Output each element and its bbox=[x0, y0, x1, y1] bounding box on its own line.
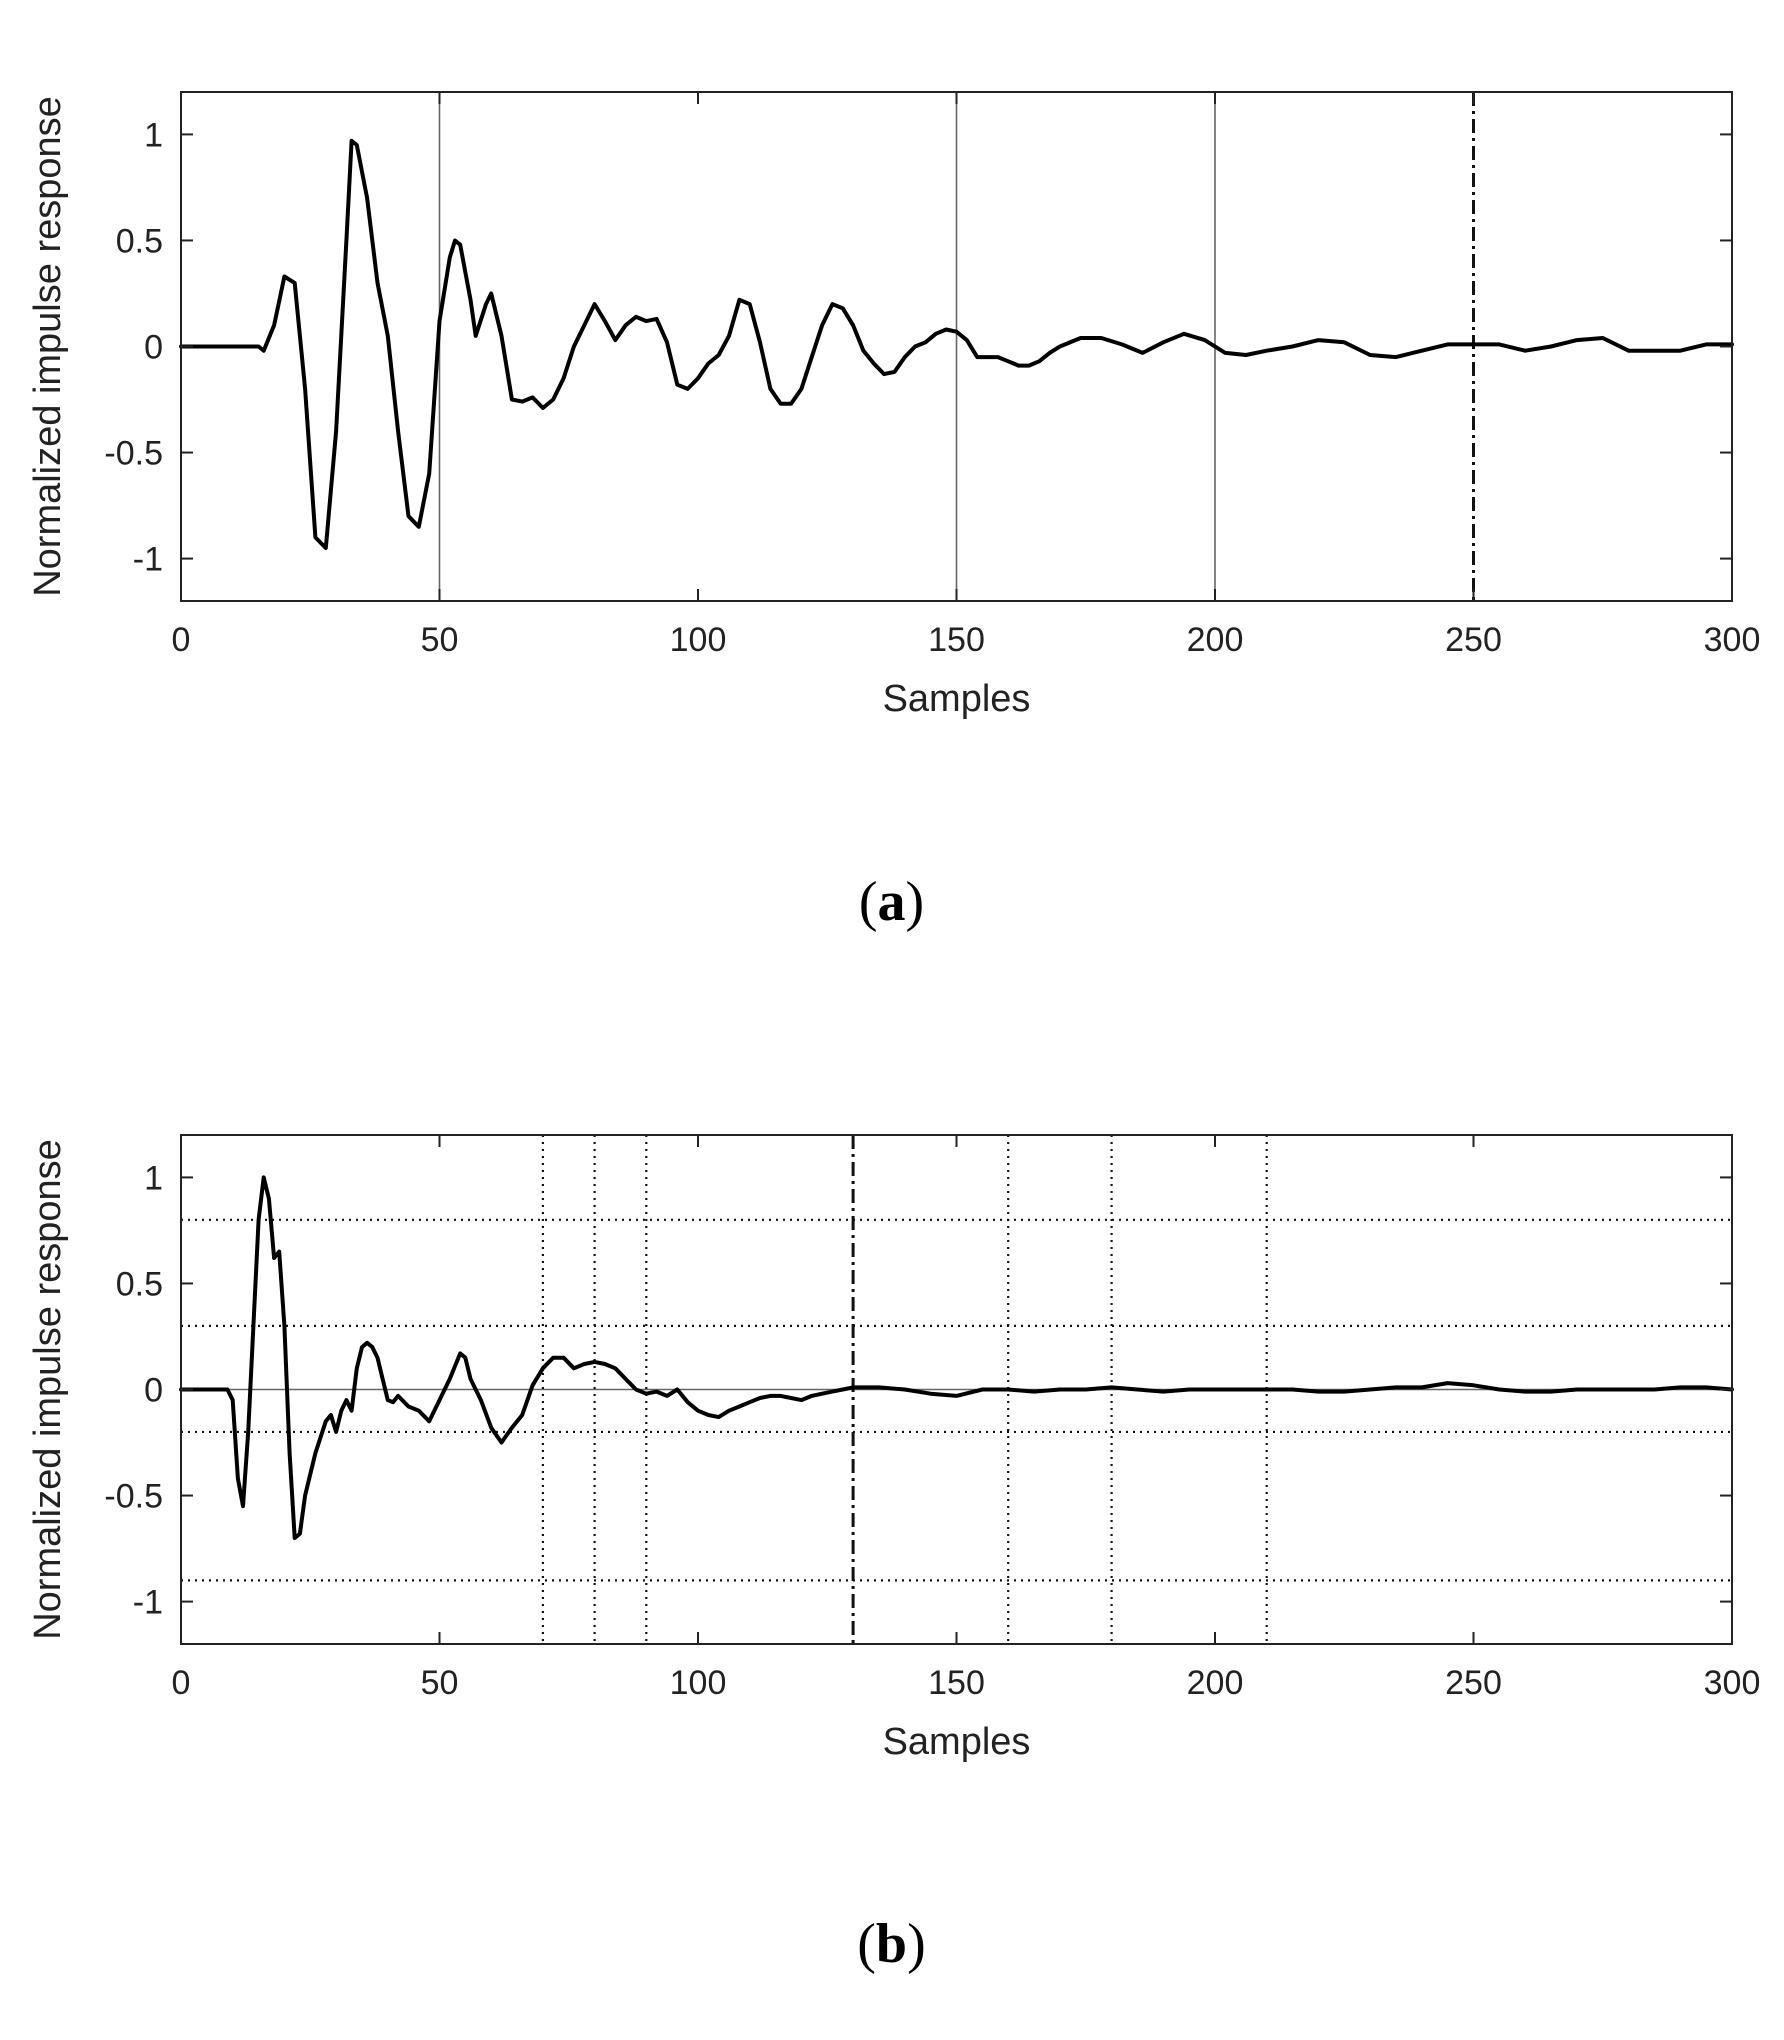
x-tick-label-b-5: 250 bbox=[1445, 1664, 1502, 1702]
x-axis-label-b: Samples bbox=[883, 1721, 1031, 1763]
chart-panel-b: 0 50 100 150 200 250 300 1 0.5 0 -0.5 -1 Samples Norm… bbox=[27, 1134, 1761, 1975]
x-tick-label-b-3: 150 bbox=[928, 1664, 985, 1702]
y-tick-label-a-2: 0 bbox=[144, 329, 163, 367]
y-tick-label-b-3: -0.5 bbox=[104, 1478, 163, 1516]
panel-label-b: (b) bbox=[857, 1913, 925, 1975]
x-tick-label-a-1: 50 bbox=[421, 621, 459, 659]
data-line-a-0 bbox=[179, 138, 1734, 550]
x-tick-label-b-1: 50 bbox=[421, 1664, 459, 1702]
x-tick-label-b-0: 0 bbox=[172, 1664, 191, 1702]
y-axis-label-a: Normalized impulse response bbox=[27, 96, 69, 597]
x-tick-label-a-2: 100 bbox=[670, 621, 727, 659]
x-tick-label-a-4: 200 bbox=[1187, 621, 1244, 659]
y-tick-label-b-1: 0.5 bbox=[116, 1265, 163, 1303]
x-tick-label-b-6: 300 bbox=[1704, 1664, 1761, 1702]
y-tick-label-a-1: 0.5 bbox=[116, 222, 163, 260]
x-tick-label-a-6: 300 bbox=[1704, 621, 1761, 659]
y-axis-label-b: Normalized impulse response bbox=[27, 1139, 69, 1640]
x-tick-label-a-5: 250 bbox=[1445, 621, 1502, 659]
data-line-b-0 bbox=[179, 1175, 1734, 1540]
y-tick-label-a-4: -1 bbox=[133, 541, 163, 579]
x-axis-label-a: Samples bbox=[883, 678, 1031, 720]
x-tick-label-b-4: 200 bbox=[1187, 1664, 1244, 1702]
y-tick-label-b-0: 1 bbox=[144, 1159, 163, 1197]
y-tick-label-a-3: -0.5 bbox=[104, 435, 163, 473]
x-tick-label-a-0: 0 bbox=[172, 621, 191, 659]
panel-label-a: (a) bbox=[859, 871, 924, 933]
y-tick-label-b-2: 0 bbox=[144, 1372, 163, 1410]
y-tick-label-b-4: -1 bbox=[133, 1584, 163, 1622]
x-tick-label-b-2: 100 bbox=[670, 1664, 727, 1702]
y-tick-label-a-0: 1 bbox=[144, 116, 163, 154]
chart-panel-a: 0 50 100 150 200 250 300 1 0.5 0 -0.5 -1 Samples Norm… bbox=[27, 91, 1761, 933]
x-tick-label-a-3: 150 bbox=[928, 621, 985, 659]
